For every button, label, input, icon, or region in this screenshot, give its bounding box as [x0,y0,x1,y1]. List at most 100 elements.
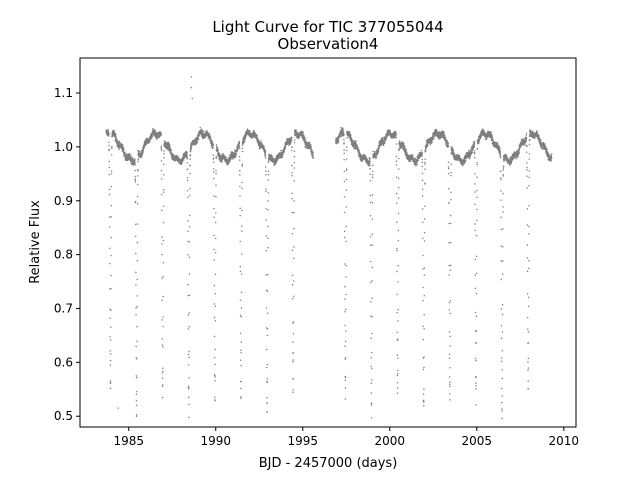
data-point [253,129,255,132]
data-point [371,266,373,268]
data-point [370,417,373,419]
data-point [370,404,373,406]
data-point [293,211,295,214]
data-point [162,316,164,318]
data-point [346,136,349,139]
data-point [187,396,190,399]
data-point [108,226,111,228]
data-point [395,202,398,204]
data-point [267,192,269,194]
data-point [308,142,311,144]
data-point [229,158,232,161]
data-point [212,161,215,163]
data-point [265,348,268,351]
data-point [290,138,293,141]
data-point [473,156,476,159]
data-point [137,160,139,163]
data-point [371,351,373,354]
data-point [241,147,244,149]
data-point [350,134,352,137]
data-point [188,273,191,275]
data-point [344,387,347,389]
data-point [109,288,111,290]
data-point [292,322,294,324]
data-point [213,335,216,338]
data-point [161,338,164,340]
data-point [475,359,477,362]
data-point [186,179,189,182]
data-point [108,144,110,147]
data-point [161,243,163,245]
data-point [239,265,242,268]
data-point [136,358,138,360]
data-point [310,146,312,149]
data-point [474,223,476,225]
data-point [291,174,293,177]
data-point [239,174,241,176]
data-point [397,177,400,180]
data-point [422,268,424,270]
data-point [449,366,451,369]
data-point [239,299,242,302]
data-point [397,320,399,322]
data-point [423,404,425,407]
data-point [266,290,269,292]
data-point [337,142,339,144]
data-point [291,198,294,200]
data-point [119,141,121,144]
data-point [239,195,241,197]
data-point [378,147,380,149]
data-point [370,392,373,394]
data-point [475,384,477,387]
data-point [447,145,450,148]
data-point [453,153,456,155]
data-point [212,146,214,149]
data-point [213,356,216,359]
data-point [375,156,378,159]
data-point [136,376,138,379]
data-point [395,131,397,134]
data-point [369,164,371,167]
data-point [436,129,438,131]
data-point [240,359,242,361]
data-point [135,415,138,417]
data-point [168,143,171,146]
data-point [240,341,243,343]
data-point [188,416,190,419]
data-point [344,263,346,265]
data-point [342,129,345,132]
data-point [189,172,191,175]
data-point [291,164,293,167]
data-point [395,192,398,195]
data-point [162,370,164,372]
data-point [135,252,137,255]
data-point [371,233,374,236]
data-point [265,307,268,309]
data-point [212,157,215,159]
data-point [213,207,215,210]
data-point [136,305,138,308]
data-point [241,144,244,147]
data-point [215,170,217,172]
data-point [107,128,109,131]
data-point [187,283,189,286]
data-point [180,163,183,165]
data-point [214,273,217,276]
data-point [267,200,269,202]
data-point [396,382,399,384]
data-point [241,181,243,184]
data-point [212,168,215,170]
data-point [162,367,164,369]
data-point [462,164,464,167]
data-point [160,169,163,172]
data-point [423,274,426,276]
data-point [215,157,218,159]
data-point [109,350,111,352]
data-point [422,237,424,240]
data-point [212,144,215,147]
data-point [396,247,398,250]
data-point [292,391,294,393]
data-point [474,311,477,314]
data-point [208,132,210,135]
data-point [396,311,398,314]
